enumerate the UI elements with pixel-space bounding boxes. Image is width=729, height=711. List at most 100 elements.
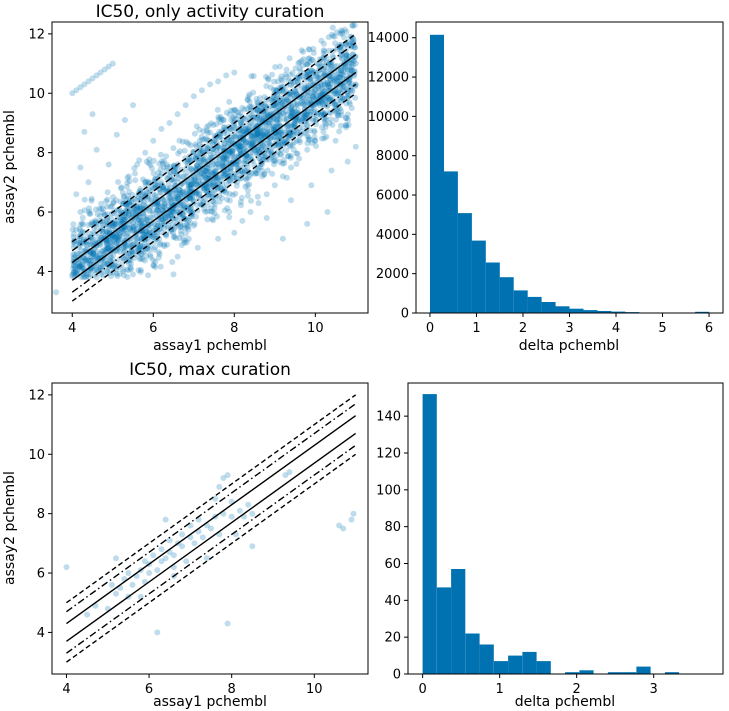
scatter-top-cloud-point bbox=[109, 222, 116, 229]
scatter-top-cloud-point bbox=[92, 217, 99, 224]
scatter-top-point bbox=[312, 137, 319, 144]
scatter-top-point bbox=[134, 161, 141, 168]
scatter-top-point bbox=[126, 173, 132, 180]
scatter-top-cloud-point bbox=[281, 98, 288, 105]
scatter-top-cloud-point bbox=[241, 160, 248, 167]
scatter-top-cloud-point bbox=[337, 94, 344, 101]
scatter-top-cloud-point bbox=[347, 34, 354, 40]
scatter-top-cloud-point bbox=[332, 40, 339, 47]
scatter-top-cloud-point bbox=[300, 113, 307, 119]
scatter-top-cloud-point bbox=[209, 182, 216, 189]
scatter-top-cloud-point bbox=[347, 67, 354, 74]
scatter-top-cloud-point bbox=[152, 229, 159, 236]
scatter-top-cloud-point bbox=[110, 194, 116, 201]
scatter-top-cloud-point bbox=[226, 197, 233, 204]
scatter-top-point bbox=[93, 146, 100, 153]
scatter-top-point bbox=[296, 75, 303, 82]
scatter-top-cloud-point bbox=[97, 227, 104, 234]
scatter-top-cloud-point bbox=[301, 113, 308, 120]
scatter-top-cloud-point bbox=[322, 98, 329, 105]
scatter-top-cloud-point bbox=[185, 203, 192, 210]
scatter-top-cloud-point bbox=[254, 134, 261, 141]
scatter-top-cloud-point bbox=[228, 134, 235, 141]
scatter-top-cloud-point bbox=[106, 230, 113, 237]
scatter-top-cloud-point bbox=[288, 89, 294, 96]
scatter-bottom-xlabel: assay1 pchembl bbox=[153, 694, 267, 710]
scatter-top-point bbox=[296, 155, 303, 162]
scatter-top-cloud-point bbox=[86, 230, 93, 237]
scatter-top-cloud-point bbox=[337, 122, 344, 129]
scatter-top-cloud-point bbox=[177, 220, 184, 227]
scatter-top-point bbox=[117, 185, 124, 192]
scatter-top-cloud-point bbox=[310, 96, 317, 103]
scatter-top-cloud-point bbox=[76, 260, 83, 267]
scatter-top-cloud-point bbox=[333, 90, 340, 97]
scatter-top-cloud-point bbox=[128, 248, 135, 255]
scatter-top-cloud-point bbox=[246, 103, 253, 110]
scatter-top-cloud-point bbox=[253, 132, 260, 139]
scatter-top-cloud-point bbox=[339, 56, 346, 63]
scatter-top-cloud-point bbox=[137, 203, 144, 210]
scatter-top-point bbox=[174, 253, 181, 260]
scatter-top-cloud-point bbox=[185, 158, 192, 165]
scatter-top-cloud-point bbox=[333, 72, 340, 79]
scatter-top-cloud-point bbox=[112, 262, 119, 269]
scatter-top-point bbox=[73, 87, 80, 94]
scatter-top-cloud-point bbox=[246, 154, 253, 160]
scatter-top-cloud-point bbox=[71, 262, 78, 269]
scatter-top-cloud-point bbox=[232, 161, 239, 168]
scatter-top-cloud-point bbox=[109, 223, 116, 230]
scatter-top-cloud-point bbox=[70, 221, 77, 228]
hist-top-bar bbox=[443, 171, 458, 313]
scatter-top-cloud-point bbox=[210, 146, 216, 153]
scatter-top-cloud-point bbox=[158, 216, 165, 223]
scatter-top-cloud-point bbox=[274, 152, 280, 159]
scatter-top-cloud-point bbox=[274, 78, 281, 85]
scatter-top-cloud-point bbox=[257, 120, 264, 127]
scatter-top-cloud-point bbox=[79, 220, 85, 227]
scatter-top-cloud-point bbox=[338, 108, 345, 115]
scatter-top-cloud-point bbox=[242, 183, 249, 190]
scatter-top-cloud-point bbox=[324, 102, 331, 109]
scatter-top-point bbox=[77, 164, 84, 171]
scatter-top-cloud-point bbox=[203, 135, 210, 142]
scatter-top-cloud-point bbox=[305, 136, 312, 143]
scatter-top-cloud-point bbox=[108, 203, 115, 210]
scatter-top-cloud-point bbox=[198, 174, 205, 181]
scatter-top-cloud-point bbox=[248, 139, 255, 146]
scatter-top-cloud-point bbox=[96, 265, 103, 272]
scatter-top-cloud-point bbox=[165, 210, 172, 217]
scatter-top-cloud-point bbox=[100, 272, 107, 279]
scatter-top-cloud-point bbox=[233, 130, 240, 137]
hist-top-bar bbox=[499, 277, 514, 313]
scatter-top-cloud-point bbox=[104, 189, 111, 196]
scatter-top-cloud-point bbox=[329, 75, 336, 81]
scatter-top-cloud-point bbox=[107, 256, 113, 263]
scatter-top-cloud-point bbox=[202, 167, 209, 174]
scatter-top-cloud-point bbox=[191, 177, 198, 184]
scatter-top-cloud-point bbox=[350, 61, 357, 68]
scatter-top-cloud-point bbox=[168, 208, 175, 215]
scatter-top-cloud-point bbox=[345, 79, 352, 86]
scatter-top-cloud-point bbox=[105, 222, 112, 229]
scatter-top-cloud-point bbox=[316, 89, 323, 96]
scatter-top-cloud-point bbox=[339, 6, 345, 12]
scatter-top-cloud-point bbox=[78, 247, 85, 254]
scatter-top-cloud-point bbox=[127, 226, 134, 233]
scatter-top-cloud-point bbox=[155, 223, 161, 229]
scatter-top-cloud-point bbox=[186, 195, 193, 202]
scatter-top-cloud-point bbox=[133, 197, 140, 204]
scatter-top-cloud-point bbox=[211, 137, 218, 144]
scatter-top-cloud-point bbox=[338, 52, 345, 59]
scatter-top-cloud-point bbox=[220, 117, 227, 123]
scatter-top-point bbox=[324, 209, 331, 215]
scatter-top-cloud-point bbox=[228, 165, 235, 172]
scatter-top-cloud-point bbox=[103, 203, 110, 210]
scatter-top-cloud-point bbox=[298, 130, 305, 137]
scatter-top-point bbox=[215, 235, 222, 242]
scatter-bottom-point bbox=[108, 581, 115, 588]
scatter-top-cloud-point bbox=[103, 246, 110, 253]
scatter-top-cloud-point bbox=[181, 225, 188, 232]
hist-top-bar bbox=[513, 290, 528, 313]
scatter-top-cloud-point bbox=[250, 73, 257, 79]
